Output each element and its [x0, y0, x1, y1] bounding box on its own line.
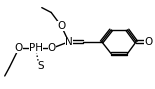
Text: O: O: [15, 43, 23, 53]
Text: O: O: [57, 21, 65, 31]
Text: PH: PH: [29, 43, 43, 53]
Text: O: O: [144, 37, 152, 47]
Text: O: O: [48, 43, 56, 53]
Text: N: N: [65, 37, 73, 47]
Text: S: S: [37, 61, 44, 71]
